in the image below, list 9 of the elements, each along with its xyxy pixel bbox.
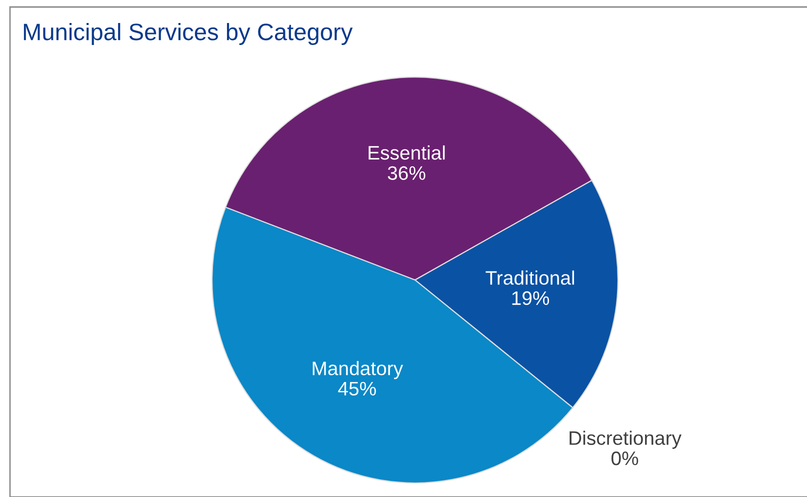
data-label: 36% xyxy=(388,166,426,180)
slice-label: Mandatory xyxy=(312,361,404,380)
category-label: Discretionary xyxy=(570,430,682,449)
text: 0% xyxy=(612,451,638,466)
chart-title: Municipal Services by Category xyxy=(24,22,353,46)
data-label: 19% xyxy=(512,291,550,306)
slice-label: Traditional xyxy=(486,270,574,285)
data-label: 45% xyxy=(338,382,376,396)
slice-label: Essential xyxy=(368,145,445,160)
